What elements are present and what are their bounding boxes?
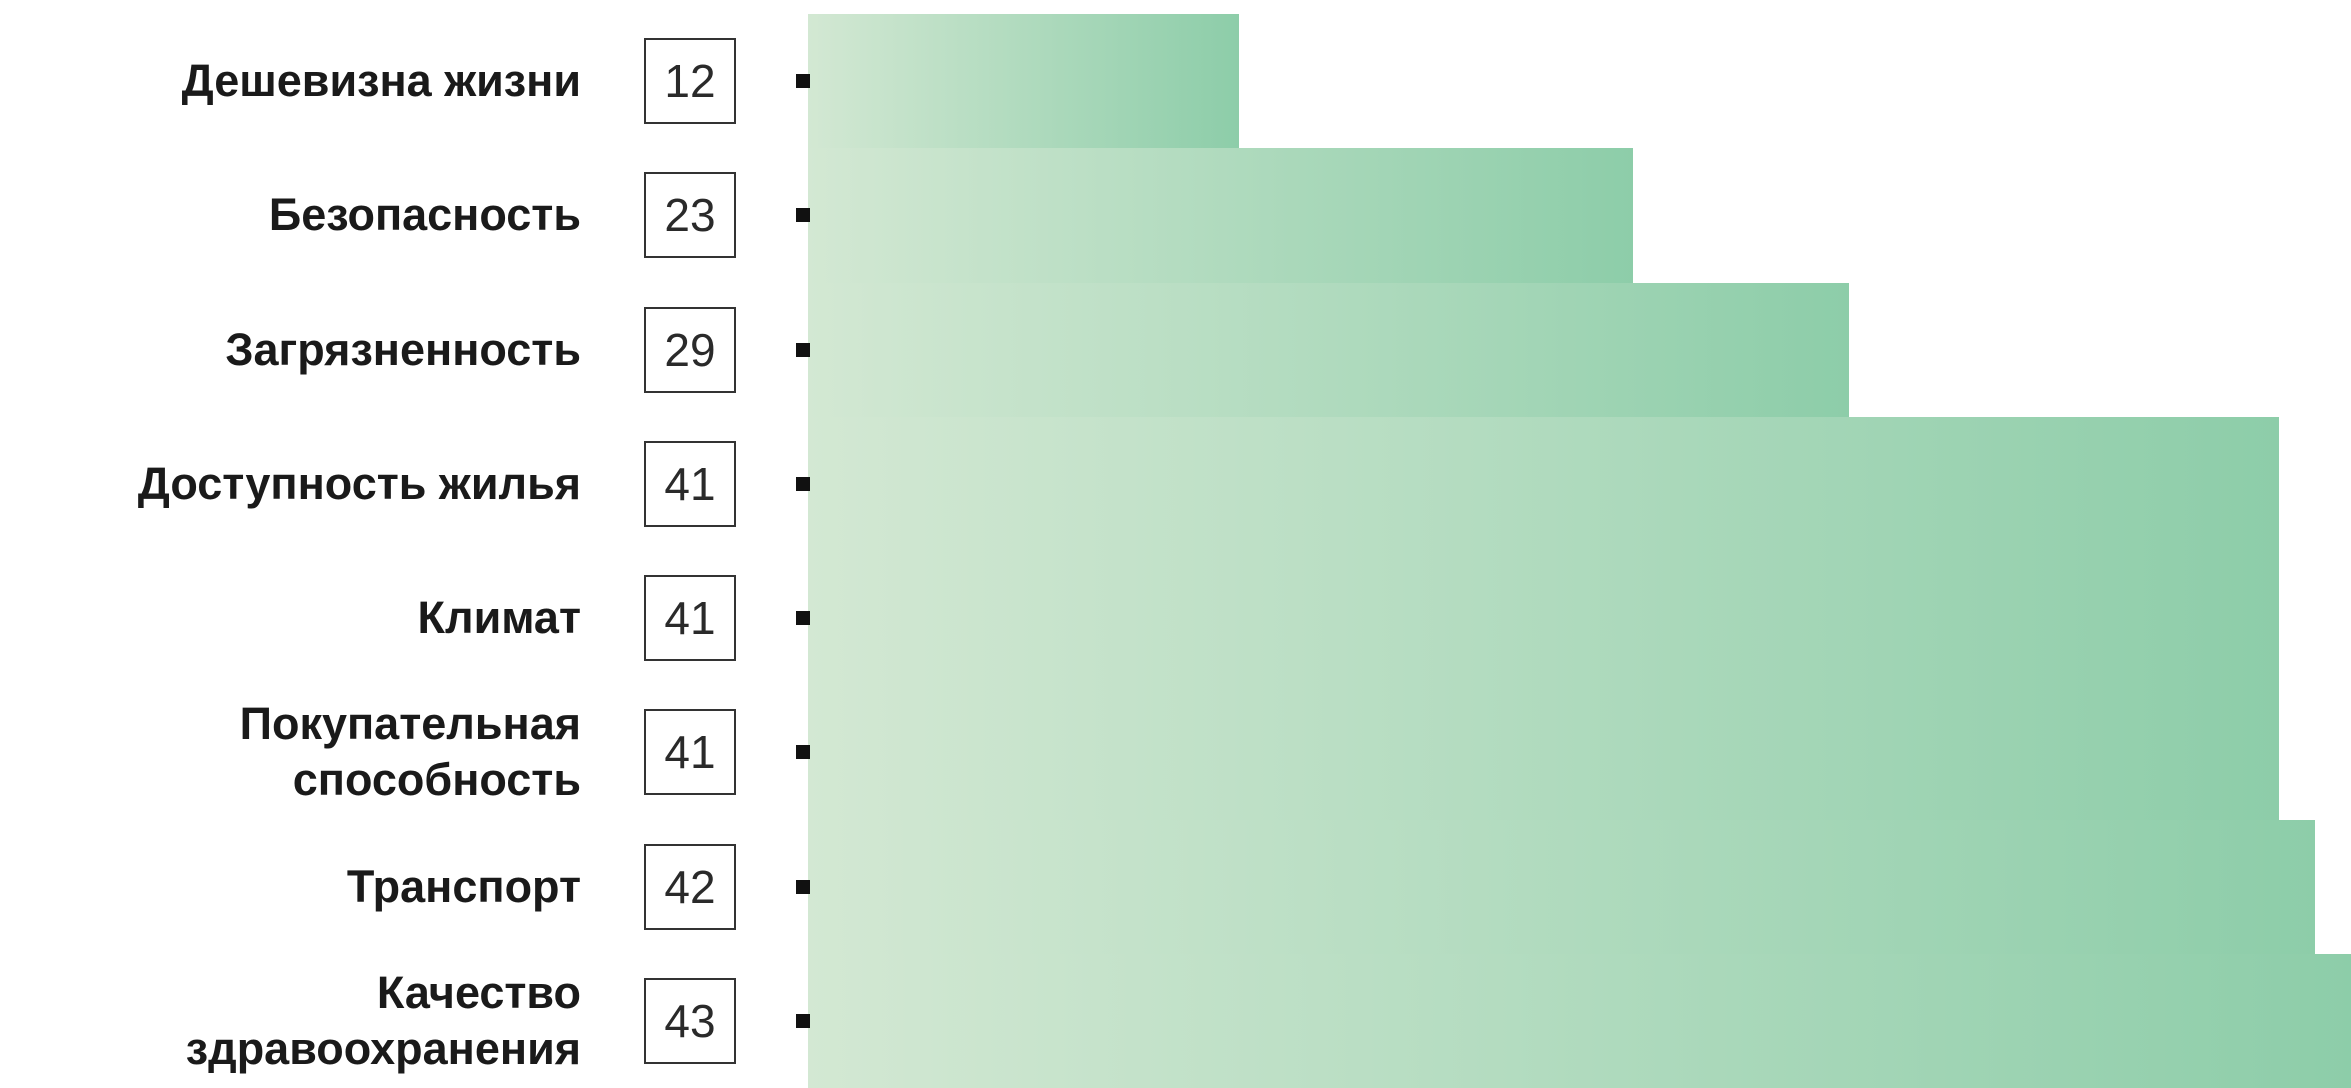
category-label: Климат bbox=[417, 592, 581, 644]
value-label: 42 bbox=[644, 843, 736, 930]
tick-mark bbox=[796, 208, 810, 223]
category-label: Транспорт bbox=[346, 860, 581, 912]
value-label: 29 bbox=[644, 306, 736, 393]
tick-mark bbox=[796, 611, 810, 626]
category-label: Загрязненность bbox=[225, 323, 581, 375]
tick-mark bbox=[796, 476, 810, 491]
value-label: 41 bbox=[644, 440, 736, 527]
value-label: 23 bbox=[644, 172, 736, 259]
tick-mark bbox=[796, 1013, 810, 1028]
value-label: 41 bbox=[644, 709, 736, 796]
category-label: Качество здравоохранения bbox=[185, 966, 581, 1074]
tick-mark bbox=[796, 342, 810, 357]
category-label: Покупательная способность bbox=[239, 698, 581, 806]
tick-mark bbox=[796, 879, 810, 894]
value-label: 43 bbox=[644, 977, 736, 1064]
category-label: Дешевизна жизни bbox=[181, 55, 581, 107]
tick-mark bbox=[796, 74, 810, 89]
value-label: 12 bbox=[644, 38, 736, 125]
category-label: Безопасность bbox=[268, 189, 581, 241]
tick-mark bbox=[796, 745, 810, 760]
bar bbox=[808, 953, 2351, 1088]
value-label: 41 bbox=[644, 575, 736, 662]
category-label: Доступность жилья bbox=[137, 457, 581, 509]
